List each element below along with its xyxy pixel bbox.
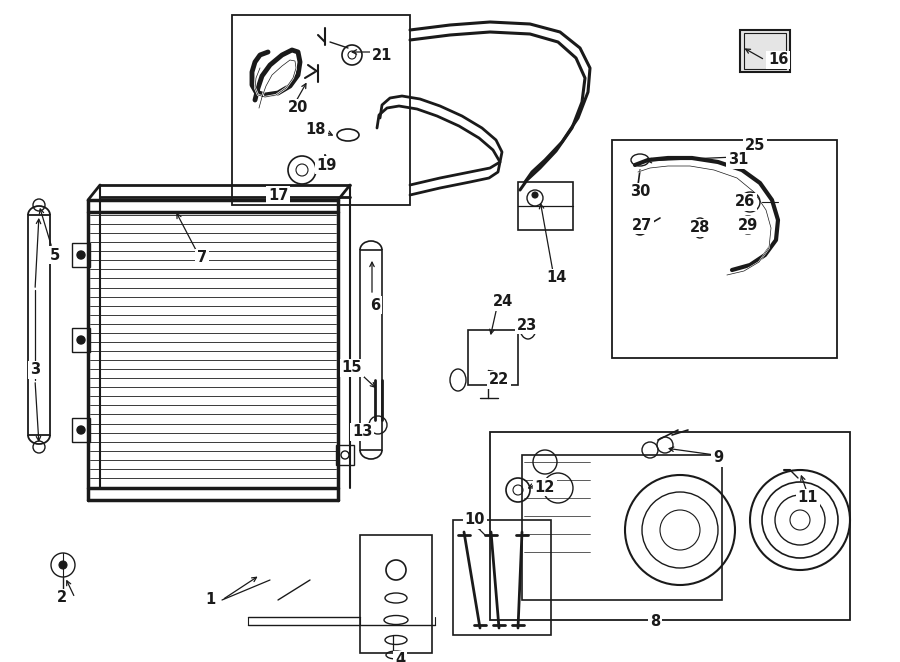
Text: 9: 9 bbox=[713, 451, 723, 465]
Text: 18: 18 bbox=[306, 122, 326, 138]
Bar bbox=[740, 30, 790, 72]
Bar bbox=[72, 418, 90, 442]
Text: 13: 13 bbox=[352, 424, 373, 440]
Text: 4: 4 bbox=[395, 653, 405, 662]
Circle shape bbox=[59, 561, 67, 569]
Text: 6: 6 bbox=[370, 297, 380, 312]
Text: 22: 22 bbox=[489, 373, 509, 387]
Bar bbox=[360, 250, 382, 450]
Circle shape bbox=[631, 185, 645, 199]
Text: 15: 15 bbox=[342, 361, 362, 375]
Text: 26: 26 bbox=[735, 195, 755, 209]
Text: 5: 5 bbox=[50, 248, 60, 263]
Bar bbox=[518, 182, 573, 230]
Text: 30: 30 bbox=[630, 185, 650, 199]
Bar bbox=[72, 328, 90, 352]
Text: 10: 10 bbox=[464, 512, 485, 528]
Text: 11: 11 bbox=[797, 491, 818, 506]
Bar bbox=[744, 33, 786, 69]
Text: 25: 25 bbox=[745, 138, 765, 152]
Text: 17: 17 bbox=[268, 187, 288, 203]
Text: 8: 8 bbox=[650, 614, 660, 630]
Text: 28: 28 bbox=[689, 220, 710, 236]
Bar bbox=[336, 445, 354, 465]
Bar bbox=[28, 215, 50, 435]
Bar bbox=[453, 520, 551, 635]
Circle shape bbox=[77, 426, 85, 434]
Bar bbox=[490, 432, 850, 620]
Text: 16: 16 bbox=[768, 52, 788, 68]
Text: 3: 3 bbox=[30, 363, 40, 377]
Circle shape bbox=[77, 336, 85, 344]
Text: 19: 19 bbox=[317, 158, 338, 173]
Text: 2: 2 bbox=[57, 591, 68, 606]
Text: 20: 20 bbox=[288, 101, 308, 115]
Text: 21: 21 bbox=[372, 48, 392, 62]
Text: 14: 14 bbox=[547, 271, 567, 285]
Text: 1: 1 bbox=[205, 592, 215, 608]
Bar bbox=[522, 455, 722, 600]
Text: 12: 12 bbox=[535, 479, 555, 495]
Text: 27: 27 bbox=[632, 218, 652, 232]
Circle shape bbox=[77, 251, 85, 259]
Bar bbox=[468, 330, 518, 385]
Bar bbox=[612, 140, 837, 358]
Bar bbox=[232, 15, 410, 205]
Text: 29: 29 bbox=[738, 218, 758, 232]
Bar bbox=[360, 535, 432, 653]
Text: 24: 24 bbox=[493, 295, 513, 310]
Circle shape bbox=[633, 221, 647, 235]
Circle shape bbox=[532, 192, 538, 198]
Bar bbox=[72, 243, 90, 267]
Text: 7: 7 bbox=[197, 250, 207, 265]
Text: 31: 31 bbox=[728, 152, 748, 167]
Text: 23: 23 bbox=[517, 318, 537, 332]
